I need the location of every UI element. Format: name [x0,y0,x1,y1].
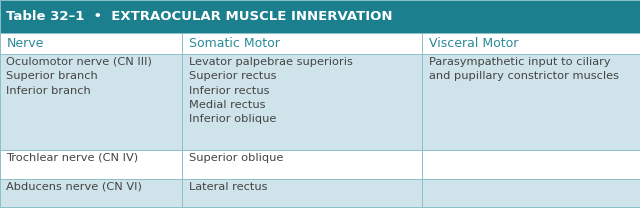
Text: Table 32–1  •  EXTRAOCULAR MUSCLE INNERVATION: Table 32–1 • EXTRAOCULAR MUSCLE INNERVAT… [6,10,393,23]
Text: Lateral rectus: Lateral rectus [189,182,268,192]
Text: Superior oblique: Superior oblique [189,153,283,163]
Text: Somatic Motor: Somatic Motor [189,37,280,50]
Text: Levator palpebrae superioris
Superior rectus
Inferior rectus
Medial rectus
Infer: Levator palpebrae superioris Superior re… [189,57,353,124]
Bar [0,150,640,179]
Text: Visceral Motor: Visceral Motor [429,37,518,50]
Text: Trochlear nerve (CN IV): Trochlear nerve (CN IV) [6,153,138,163]
Text: Abducens nerve (CN VI): Abducens nerve (CN VI) [6,182,142,192]
Bar [0,0,640,33]
Text: Parasympathetic input to ciliary
and pupillary constrictor muscles: Parasympathetic input to ciliary and pup… [429,57,619,81]
Text: Oculomotor nerve (CN III)
Superior branch
Inferior branch: Oculomotor nerve (CN III) Superior branc… [6,57,152,96]
Bar [0,33,640,54]
Bar [0,179,640,207]
Text: Nerve: Nerve [6,37,44,50]
Bar [0,54,640,150]
